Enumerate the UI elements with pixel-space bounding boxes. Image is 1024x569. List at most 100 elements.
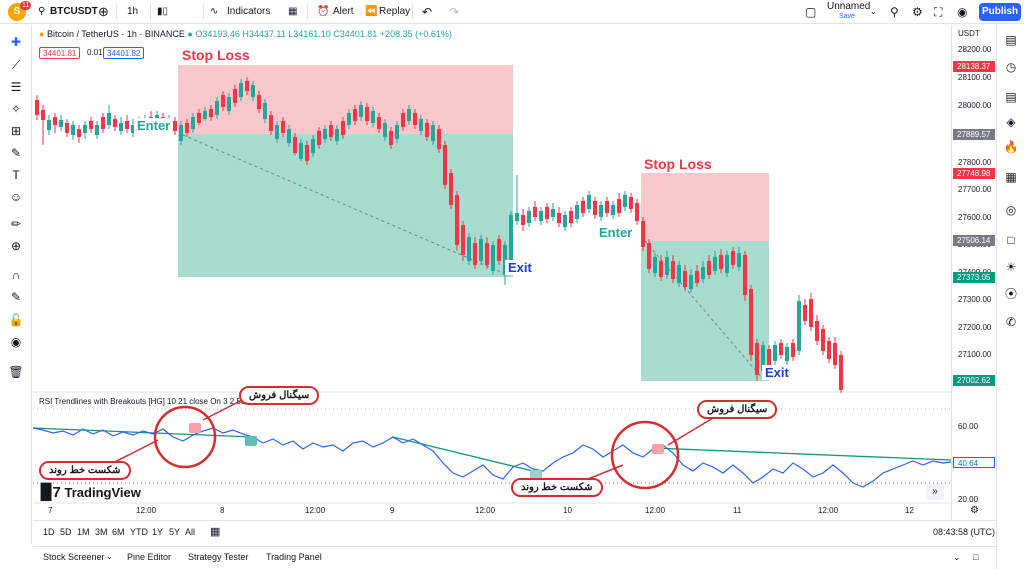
lock-drawings-icon[interactable]: ✎ xyxy=(10,290,22,304)
indicators-button[interactable]: Indicators xyxy=(227,6,271,17)
undo-icon[interactable]: ↶ xyxy=(422,5,433,19)
candle-body xyxy=(263,103,267,119)
zoom-in-icon[interactable]: ⊕ xyxy=(10,239,22,253)
emoji-icon[interactable]: ☺ xyxy=(9,190,23,204)
text-icon[interactable]: T xyxy=(12,168,20,182)
settings-icon[interactable]: ⚙ xyxy=(912,5,923,19)
timeframe-button[interactable]: 1D xyxy=(43,527,55,537)
layers-icon[interactable]: ◈ xyxy=(1006,115,1016,129)
calendar-icon[interactable]: ▦ xyxy=(1005,170,1017,184)
candle-body xyxy=(287,129,291,143)
breakout-marker-4[interactable] xyxy=(652,444,664,454)
break-trend-bubble-2: شکست خط روند xyxy=(511,478,603,497)
search-icon[interactable]: ⚲ xyxy=(38,6,46,17)
chart-canvas[interactable]: 7 12:00 8 12:00 9 12:00 10 12:00 11 12:00 12 xyxy=(33,25,951,520)
chevron-down-icon[interactable]: ⌄ xyxy=(953,552,961,562)
candle-body xyxy=(767,349,771,369)
crosshair-icon[interactable]: ✚ xyxy=(10,35,22,49)
target-icon[interactable]: ◎ xyxy=(1005,203,1017,217)
trendline-icon[interactable]: ⟋ xyxy=(11,58,21,72)
trash-icon[interactable]: 🗑 xyxy=(8,365,24,379)
bar-style-icon[interactable]: ▮▯ xyxy=(157,6,169,17)
ruler-icon[interactable]: ✏ xyxy=(10,217,22,231)
eye-icon[interactable]: ◉ xyxy=(10,335,22,349)
breakout-marker-1[interactable] xyxy=(189,423,201,433)
timeframe-button[interactable]: All xyxy=(185,527,196,537)
tab-trading-panel[interactable]: Trading Panel xyxy=(266,552,322,562)
ideas-icon[interactable]: ☀ xyxy=(1005,260,1017,274)
candle-body xyxy=(95,125,99,135)
breakout-marker-3[interactable] xyxy=(530,470,542,480)
axis-settings-icon[interactable]: ⚙ xyxy=(970,505,979,516)
candle-body xyxy=(557,213,561,223)
timeframe-button[interactable]: 1M xyxy=(77,527,90,537)
fib-icon[interactable]: ☰ xyxy=(10,80,22,94)
chevron-down-icon[interactable]: ⌄ xyxy=(870,7,877,16)
projection-icon[interactable]: ⊞ xyxy=(10,124,22,138)
timeframe-button[interactable]: 1Y xyxy=(152,527,164,537)
date-range-icon[interactable]: ▦ xyxy=(210,526,221,538)
clock-icon[interactable]: ◷ xyxy=(1005,60,1017,74)
buy-price-button[interactable]: 34401.82 xyxy=(103,47,145,59)
brush-icon[interactable]: ✎ xyxy=(10,146,22,160)
candle-body xyxy=(509,215,513,265)
news-icon[interactable]: ▤ xyxy=(1005,90,1017,104)
currency-label[interactable]: USDT xyxy=(958,29,980,38)
candle-body xyxy=(773,345,777,361)
rsi-line xyxy=(33,427,951,488)
fullscreen-icon[interactable]: ⛶ xyxy=(934,5,943,19)
candle-body xyxy=(113,119,117,127)
candle-body xyxy=(407,109,411,121)
layout-name[interactable]: Unnamed xyxy=(827,1,871,12)
timeframe-button[interactable]: 5D xyxy=(60,527,72,537)
stop-loss-zone-2[interactable] xyxy=(641,173,769,241)
lock-icon[interactable]: 🔓 xyxy=(8,313,24,327)
publish-button[interactable]: Publish xyxy=(979,3,1021,21)
chat-icon[interactable]: □ xyxy=(1007,233,1015,247)
timeframe-button[interactable]: 6M xyxy=(112,527,125,537)
save-status[interactable]: Save xyxy=(839,13,855,20)
interval-button[interactable]: 1h xyxy=(127,6,139,17)
magnet-icon[interactable]: ∩ xyxy=(11,268,21,282)
notifications-icon[interactable]: ✆ xyxy=(1005,315,1017,329)
stop-loss-label-2: Stop Loss xyxy=(641,156,715,172)
price-axis-label: 27700.00 xyxy=(958,185,992,194)
streams-icon[interactable]: ⦿ xyxy=(1004,287,1017,301)
rsi-indicator-title[interactable]: RSI Trendlines with Breakouts [HG] 10 21… xyxy=(39,397,246,406)
add-symbol-icon[interactable]: ⊕ xyxy=(98,4,109,19)
pattern-icon[interactable]: ✧ xyxy=(10,102,22,116)
sell-price-button[interactable]: 34401.81 xyxy=(39,47,81,59)
breakout-marker-2[interactable] xyxy=(245,436,257,446)
alert-button[interactable]: Alert xyxy=(333,6,354,17)
tab-strategy-tester[interactable]: Strategy Tester xyxy=(188,552,249,562)
utc-clock[interactable]: 08:43:58 (UTC) xyxy=(933,527,996,537)
price-tag: 28138.37 xyxy=(953,61,995,72)
watchlist-icon[interactable]: ▤ xyxy=(1005,33,1017,47)
timeframe-button[interactable]: 3M xyxy=(95,527,108,537)
camera-icon[interactable]: ◉ xyxy=(957,5,968,19)
tab-stock-screener[interactable]: Stock Screener xyxy=(43,552,105,562)
redo-icon[interactable]: ↷ xyxy=(449,5,460,19)
candle-body xyxy=(179,125,183,141)
tab-pine-editor[interactable]: Pine Editor xyxy=(127,552,172,562)
candle-body xyxy=(395,125,399,139)
chart-pane[interactable]: 7 12:00 8 12:00 9 12:00 10 12:00 11 12:00 12 ● Bit… xyxy=(33,25,951,520)
price-axis[interactable]: USDT 28200.0028100.0028000.0027900.00278… xyxy=(951,25,996,520)
candle-body xyxy=(599,205,603,217)
templates-icon[interactable]: ▦ xyxy=(288,6,298,17)
candle-body xyxy=(479,239,483,261)
hotlist-icon[interactable]: 🔥 xyxy=(1003,140,1019,154)
trade-path-1 xyxy=(182,134,509,276)
scroll-to-latest-button[interactable]: » xyxy=(926,484,944,500)
chevron-down-icon[interactable]: ⌄ xyxy=(106,552,113,561)
candle-body xyxy=(281,121,285,133)
timeframe-button[interactable]: YTD xyxy=(130,527,148,537)
maximize-panel-icon[interactable]: □ xyxy=(973,552,979,562)
replay-button[interactable]: Replay xyxy=(379,6,411,17)
symbol-legend[interactable]: ● Bitcoin / TetherUS · 1h · BINANCE ● O3… xyxy=(39,29,452,39)
callout-pointer-3 xyxy=(667,417,714,446)
timeframe-button[interactable]: 5Y xyxy=(169,527,181,537)
candle-body xyxy=(809,299,813,327)
symbol-search[interactable]: BTCUSDT xyxy=(50,6,98,17)
quick-search-icon[interactable]: ⚲ xyxy=(890,5,899,19)
